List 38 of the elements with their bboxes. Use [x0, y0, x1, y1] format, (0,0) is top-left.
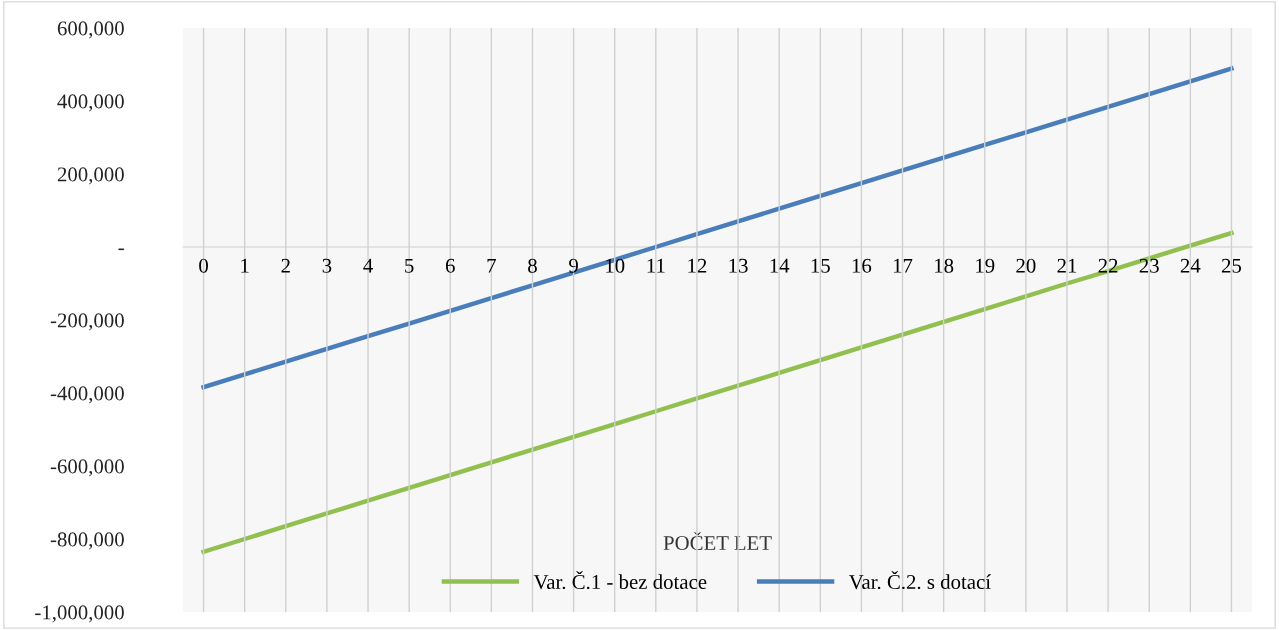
- x-tick-label: 22: [1098, 258, 1118, 273]
- x-tick-label: 21: [1057, 258, 1077, 273]
- x-tick-label: 8: [528, 258, 537, 273]
- y-tick-label: -800,000: [50, 532, 124, 550]
- x-tick-label: 25: [1221, 258, 1242, 273]
- y-tick-label: -600,000: [50, 459, 124, 477]
- legend-label: Var. Č.1 - bez dotace: [533, 570, 707, 590]
- x-tick-label: 6: [445, 258, 455, 273]
- x-tick-label: 7: [487, 258, 496, 273]
- x-tick-label: 14: [770, 258, 790, 273]
- x-tick-label: 0: [199, 258, 208, 273]
- legend-label: Var. Č.2. s dotací: [848, 570, 991, 590]
- y-tick-label: 400,000: [57, 94, 124, 112]
- x-tick-label: 15: [811, 258, 830, 273]
- x-tick-label: 13: [729, 258, 748, 273]
- x-tick-label: 4: [363, 258, 373, 273]
- y-tick-label: -: [118, 248, 124, 251]
- x-tick-label: 20: [1016, 258, 1036, 273]
- x-tick-label: 24: [1180, 258, 1201, 273]
- x-tick-label: 10: [606, 258, 625, 273]
- x-tick-label: 19: [976, 258, 995, 273]
- x-tick-label: 11: [647, 258, 665, 273]
- x-tick-label: 16: [852, 258, 872, 273]
- x-tick-label: 9: [569, 258, 578, 273]
- y-tick-label: -1,000,000: [35, 605, 124, 623]
- x-tick-label: 2: [281, 258, 290, 273]
- y-tick-label: 200,000: [57, 167, 124, 185]
- x-axis-title: POČET LET: [663, 532, 772, 551]
- x-tick-label: 17: [893, 258, 913, 273]
- x-tick-label: 5: [405, 258, 414, 273]
- x-tick-label: 18: [935, 258, 954, 273]
- y-tick-label: -400,000: [50, 386, 124, 404]
- y-tick-label: 600,000: [57, 21, 124, 39]
- y-tick-label: -200,000: [50, 313, 124, 331]
- x-tick-label: 1: [241, 258, 249, 273]
- x-tick-label: 3: [322, 258, 332, 273]
- x-tick-label: 12: [688, 258, 707, 273]
- x-tick-label: 23: [1139, 258, 1159, 273]
